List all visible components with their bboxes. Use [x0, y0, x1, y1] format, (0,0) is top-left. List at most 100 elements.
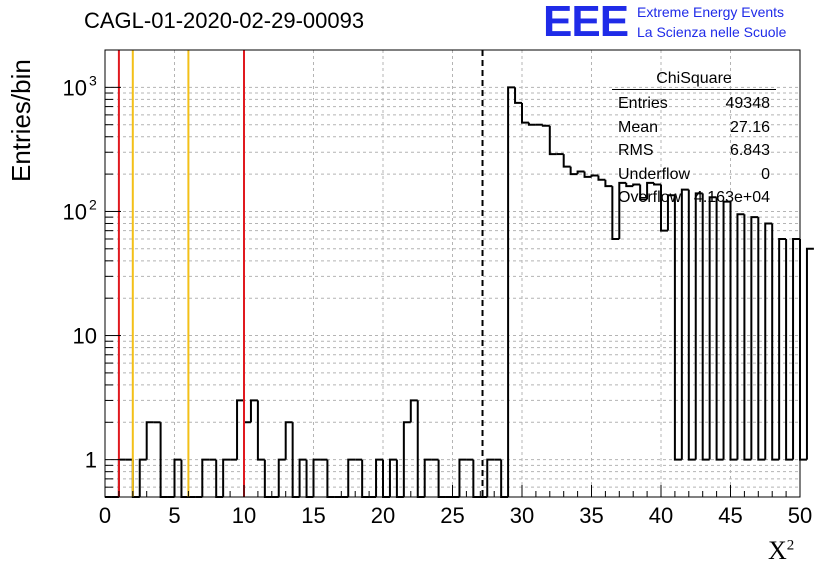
- histogram-bin: [604, 179, 613, 188]
- histogram-bin: [673, 195, 682, 461]
- histogram-bin: [138, 458, 147, 497]
- histogram-bin: [236, 399, 244, 460]
- stat-key: RMS: [618, 142, 654, 159]
- histogram-bin: [625, 182, 634, 188]
- histogram-bin: [701, 193, 710, 461]
- stat-value: 49348: [725, 95, 771, 112]
- histogram-bin: [771, 223, 780, 461]
- histogram-bin: [743, 214, 752, 461]
- stat-row-mean: Mean 27.16: [612, 116, 776, 140]
- y-axis-title: Entries/bin: [6, 59, 36, 182]
- eee-logo: EEE Extreme Energy Events La Scienza nel…: [543, 0, 833, 46]
- histogram-bin: [486, 458, 495, 497]
- histogram-bin: [548, 125, 557, 156]
- histogram-bin: [562, 154, 571, 168]
- histogram-bin: [527, 122, 536, 126]
- histogram-bin: [680, 188, 689, 460]
- histogram-bin: [799, 238, 807, 461]
- x-tick-label: 30: [510, 503, 534, 528]
- histogram-bin: [521, 102, 529, 124]
- histogram-bin: [243, 400, 251, 424]
- histogram-bin: [347, 458, 356, 497]
- stat-value: 27.16: [729, 118, 770, 136]
- logo-line2: La Scienza nelle Scuole: [637, 24, 787, 40]
- histogram-bin: [764, 222, 773, 460]
- logo-mark: EEE: [543, 0, 629, 46]
- stat-key: Mean: [618, 118, 659, 136]
- stats-title: ChiSquare: [612, 70, 776, 90]
- stat-row-underflow: Underflow 0: [612, 163, 776, 187]
- histogram-bin: [514, 87, 522, 104]
- x-tick-label: 35: [579, 503, 603, 528]
- histogram-bin: [653, 182, 661, 186]
- histogram-bin: [632, 183, 641, 187]
- histogram-bin: [722, 200, 731, 460]
- stat-key: Entries: [618, 95, 668, 112]
- x-tick-label: 20: [371, 503, 395, 528]
- histogram-bin: [708, 196, 717, 460]
- stat-value: 6.843: [729, 142, 770, 159]
- histogram-bin: [507, 86, 516, 497]
- histogram-bin: [222, 458, 231, 497]
- y-tick-label: 10: [73, 324, 97, 349]
- histogram-bin: [778, 237, 787, 460]
- histogram-bin: [402, 421, 411, 497]
- histogram-bin: [597, 175, 606, 181]
- y-tick-label: 1: [85, 448, 97, 473]
- histogram-bin: [277, 458, 286, 497]
- histogram-bin: [173, 458, 182, 497]
- stat-value: 4.163e+04: [693, 189, 770, 206]
- stat-row-overflow: Overflow 4.163e+04: [612, 186, 776, 210]
- histogram-bin: [660, 184, 668, 232]
- logo-line1: Extreme Energy Events: [637, 4, 785, 20]
- histogram-bin: [312, 458, 321, 497]
- histogram-bin: [736, 213, 745, 460]
- histogram-bin: [666, 194, 675, 231]
- histogram-bin: [639, 184, 648, 201]
- x-axis-title-base: X: [768, 536, 787, 565]
- stat-value: 0: [761, 165, 770, 183]
- y-tick-exponent: 2: [89, 196, 97, 212]
- stat-row-entries: Entries 49348: [612, 92, 776, 116]
- x-tick-label: 10: [232, 503, 256, 528]
- histogram-bin: [785, 238, 794, 461]
- histogram-bin: [715, 197, 724, 461]
- histogram-bin: [583, 171, 592, 178]
- stat-key: Underflow: [618, 165, 691, 183]
- histogram-bin: [541, 124, 550, 127]
- histogram-bin: [416, 400, 425, 498]
- x-axis-title-exp: 2: [786, 537, 795, 554]
- histogram-bin: [409, 399, 418, 423]
- histogram-bin: [458, 458, 467, 497]
- stat-row-rms: RMS 6.843: [612, 139, 776, 163]
- y-tick-label: 10: [63, 75, 87, 100]
- marker-lines: [117, 50, 484, 497]
- histogram-bin: [805, 247, 814, 460]
- y-tick-exponent: 3: [89, 72, 97, 88]
- stats-box: ChiSquare Entries 49348 Mean 27.16 RMS 6…: [612, 70, 776, 210]
- chart-title: CAGL-01-2020-02-29-00093: [84, 8, 365, 33]
- histogram-bin: [423, 458, 432, 497]
- x-tick-label: 5: [168, 503, 180, 528]
- x-tick-label: 50: [788, 503, 812, 528]
- histogram-bin: [201, 458, 210, 497]
- histogram-bin: [284, 421, 293, 460]
- histogram-bin: [611, 186, 620, 240]
- x-tick-label: 15: [301, 503, 325, 528]
- x-axis-title: X2: [768, 536, 794, 566]
- histogram-bin: [687, 189, 696, 461]
- histogram-bin: [750, 216, 759, 460]
- histogram-bin: [757, 217, 766, 461]
- x-tick-label: 0: [99, 503, 111, 528]
- histogram-bin: [590, 174, 599, 177]
- histogram-bin: [646, 181, 655, 200]
- histogram-bin: [729, 201, 738, 461]
- y-tick-label: 10: [63, 199, 87, 224]
- x-tick-label: 25: [440, 503, 464, 528]
- x-tick-label: 40: [649, 503, 673, 528]
- histogram-bin: [375, 458, 383, 497]
- stat-key: Overflow: [618, 189, 682, 206]
- histogram-bin: [298, 458, 307, 497]
